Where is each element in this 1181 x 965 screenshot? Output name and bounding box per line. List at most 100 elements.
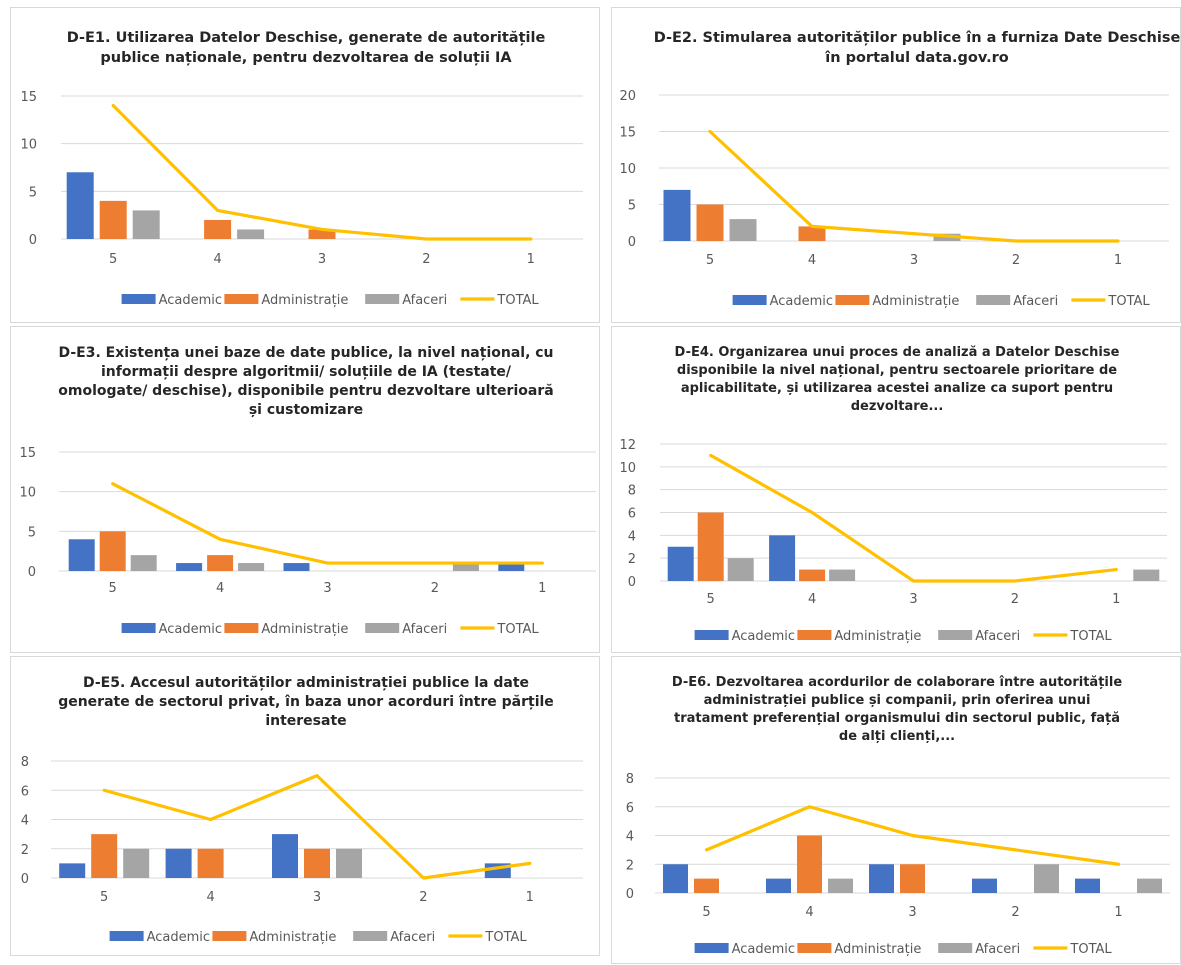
bar-administraie (799, 569, 826, 581)
y-tick-label: 2 (21, 843, 29, 858)
y-tick-label: 15 (19, 446, 36, 461)
chart-title-line: administrației publice și companii, prin… (704, 693, 1091, 708)
legend-label: Administrație (249, 930, 336, 945)
legend-swatch (365, 623, 400, 633)
legend-swatch (212, 931, 247, 941)
y-tick-label: 10 (619, 461, 636, 476)
bar-academic (663, 864, 688, 893)
y-tick-label: 0 (628, 575, 636, 590)
chart-svg-d-e5: D-E5. Accesul autorităților administrați… (21, 675, 583, 945)
legend-label: TOTAL (496, 293, 539, 308)
x-tick-label: 2 (431, 581, 439, 596)
y-tick-label: 15 (20, 90, 37, 105)
chart-title-line: dezvoltare... (851, 399, 944, 414)
x-tick-label: 4 (213, 252, 221, 267)
chart-title-line: D-E4. Organizarea unui proces de analiză… (675, 345, 1120, 360)
bar-afaceri (1137, 878, 1162, 893)
legend-label: Afaceri (402, 622, 447, 637)
legend-swatch (694, 943, 729, 953)
bar-afaceri (123, 848, 150, 878)
chart-title-line: generate de sectorul privat, în baza uno… (58, 694, 554, 710)
x-tick-label: 1 (527, 252, 535, 267)
bar-academic (1075, 878, 1100, 893)
chart-title-line: D-E5. Accesul autorităților administrați… (83, 675, 529, 691)
chart-svg-d-e2: D-E2. Stimularea autorităților publice î… (619, 30, 1180, 309)
legend-swatch (365, 294, 400, 304)
y-tick-label: 15 (619, 126, 636, 141)
x-tick-label: 1 (1112, 592, 1120, 607)
bar-administraie (697, 512, 724, 581)
y-tick-label: 6 (626, 801, 634, 816)
y-tick-label: 12 (619, 438, 636, 453)
chart-panel-d-e2: D-E2. Stimularea autorităților publice î… (611, 7, 1181, 323)
chart-title-line: informații despre algoritmii/ soluțiile … (101, 364, 512, 380)
legend-label: Academic (770, 294, 833, 309)
bar-administraie (797, 835, 822, 893)
legend-label: Afaceri (390, 930, 435, 945)
legend-swatch (938, 630, 973, 640)
legend-swatch (732, 295, 767, 305)
bar-academic (272, 834, 298, 878)
bar-academic (283, 563, 310, 571)
legend-label: Administrație (834, 942, 921, 957)
bar-afaceri (238, 563, 265, 571)
y-tick-label: 10 (20, 138, 37, 153)
x-tick-label: 5 (100, 890, 108, 905)
bar-academic (869, 864, 894, 893)
legend-label: Administrație (261, 622, 348, 637)
y-tick-label: 4 (628, 529, 636, 544)
legend-swatch (835, 295, 870, 305)
x-tick-label: 5 (706, 253, 714, 268)
legend-label: Administrație (834, 629, 921, 644)
legend-swatch (353, 931, 388, 941)
chart-title-line: publice naționale, pentru dezvoltarea de… (100, 50, 512, 66)
bar-administraie (308, 229, 336, 239)
chart-svg-d-e6: D-E6. Dezvoltarea acordurilor de colabor… (626, 675, 1170, 957)
chart-title-line: aplicabilitate, și utilizarea acestei an… (681, 381, 1113, 396)
x-tick-label: 1 (1114, 253, 1122, 268)
total-line (709, 453, 1118, 583)
bar-afaceri (727, 558, 754, 581)
bar-administraie (99, 200, 127, 239)
y-tick-label: 6 (21, 784, 29, 799)
x-tick-label: 4 (808, 592, 816, 607)
bar-academic (66, 172, 94, 239)
x-tick-label: 2 (422, 252, 430, 267)
x-tick-label: 5 (109, 252, 117, 267)
y-tick-label: 5 (29, 185, 37, 200)
legend-swatch (797, 943, 832, 953)
bar-afaceri (452, 563, 479, 571)
chart-panel-d-e1: D-E1. Utilizarea Datelor Deschise, gener… (10, 7, 600, 323)
bar-afaceri (828, 878, 853, 893)
legend-label: Academic (159, 293, 222, 308)
legend-label: TOTAL (1069, 942, 1112, 957)
chart-title-line: omologate/ deschise), disponibile pentru… (58, 383, 553, 399)
x-tick-label: 4 (216, 581, 224, 596)
y-tick-label: 10 (19, 486, 36, 501)
bar-academic (59, 863, 86, 878)
y-tick-label: 4 (21, 814, 29, 829)
y-tick-label: 8 (628, 484, 636, 499)
x-tick-label: 3 (313, 890, 321, 905)
bar-academic (165, 848, 192, 878)
legend-label: Academic (159, 622, 222, 637)
chart-title-line: D-E3. Existența unei baze de date public… (58, 345, 553, 361)
bar-academic (68, 539, 95, 571)
bar-afaceri (237, 229, 265, 239)
bar-academic (663, 189, 691, 241)
x-tick-label: 1 (1114, 905, 1122, 920)
bar-administraie (694, 878, 719, 893)
chart-title-line: D-E1. Utilizarea Datelor Deschise, gener… (67, 30, 546, 46)
legend-swatch (976, 295, 1011, 305)
legend-label: TOTAL (1107, 294, 1150, 309)
y-tick-label: 0 (626, 887, 634, 902)
y-tick-label: 2 (626, 858, 634, 873)
total-line (102, 774, 532, 880)
bar-administraie (798, 226, 826, 241)
x-tick-label: 3 (323, 581, 331, 596)
bar-academic (667, 546, 694, 581)
y-tick-label: 20 (619, 89, 636, 104)
x-tick-label: 2 (1012, 253, 1020, 268)
legend-label: TOTAL (496, 622, 539, 637)
bar-administraie (207, 555, 234, 571)
